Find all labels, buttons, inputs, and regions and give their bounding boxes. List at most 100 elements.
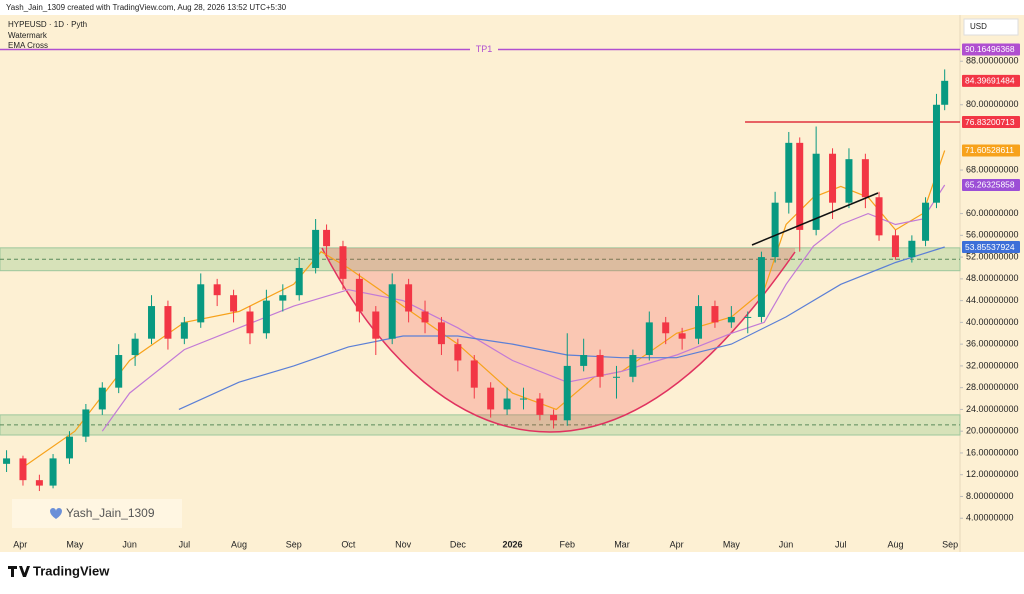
x-tick-label: Mar (614, 539, 630, 549)
candle-body (612, 376, 620, 378)
credit: Yash_Jain_1309 created with TradingView.… (6, 3, 287, 12)
price-label-box (962, 241, 1020, 254)
candle-body (98, 387, 106, 410)
candle-body (437, 322, 445, 345)
candle-body (771, 202, 779, 258)
candle-body (536, 398, 544, 415)
x-tick-label: Aug (887, 539, 903, 549)
candle-body (323, 229, 331, 247)
candle-body (519, 398, 527, 400)
candle-body (875, 197, 883, 236)
candle-body (49, 458, 57, 486)
price-label: 76.83200713 (965, 117, 1015, 127)
x-tick-label: May (723, 539, 741, 549)
candle-body (230, 295, 238, 312)
candle-body (785, 142, 793, 203)
candle-body (796, 142, 804, 230)
candle-body (35, 480, 43, 486)
y-tick-label: 32.00000000 (966, 360, 1019, 370)
y-tick-label: 88.00000000 (966, 56, 1019, 66)
candle-body (629, 355, 637, 377)
candle-body (3, 458, 11, 464)
x-tick-label: Jun (122, 539, 137, 549)
indicator: EMA Cross (8, 41, 48, 50)
x-tick-label: Jul (179, 539, 191, 549)
candle-body (295, 267, 303, 296)
currency-box[interactable] (963, 18, 1019, 36)
candle-body (65, 436, 73, 459)
x-tick-label: Sep (942, 539, 958, 549)
ema-line (101, 184, 946, 432)
brand: TradingView (33, 563, 110, 578)
candle-body (454, 344, 462, 361)
candle-body (213, 284, 221, 296)
candle-body (922, 202, 930, 241)
tp-label: TP1 (476, 44, 493, 54)
x-tick-label: Oct (341, 539, 356, 549)
y-tick-label: 56.00000000 (966, 230, 1019, 240)
trend-line (751, 192, 879, 246)
candle-body (845, 159, 853, 203)
chart-background (0, 15, 1024, 552)
y-tick-label: 44.00000000 (966, 295, 1019, 305)
cup-area (322, 248, 795, 432)
candle-body (312, 229, 320, 268)
candle-body (131, 338, 139, 356)
price-label: 90.16496368 (965, 44, 1015, 54)
y-tick-label: 4.00000000 (966, 513, 1014, 523)
candle-body (662, 322, 670, 334)
y-tick-label: 20.00000000 (966, 426, 1019, 436)
y-tick-label: 36.00000000 (966, 339, 1019, 349)
indicator: Watermark (8, 31, 48, 40)
watermark: Yash_Jain_1309 (66, 506, 155, 520)
candle-body (861, 159, 869, 198)
price-label-box (962, 178, 1020, 191)
candle-body (372, 311, 380, 339)
watermark-box (12, 499, 182, 528)
y-tick-label: 60.00000000 (966, 208, 1019, 218)
candle-body (645, 322, 653, 356)
x-tick-label: 2026 (503, 539, 523, 549)
candle-body (388, 284, 396, 339)
candle-body (262, 300, 270, 334)
candle-body (355, 278, 363, 312)
x-tick-label: Apr (670, 539, 684, 549)
price-label-box (962, 116, 1020, 129)
cup-curve (321, 247, 796, 433)
candle-body (678, 333, 686, 339)
x-tick-label: Feb (559, 539, 575, 549)
candle-body (19, 458, 27, 481)
candle-body (470, 360, 478, 388)
x-tick-label: Nov (395, 539, 412, 549)
candle-body (891, 235, 899, 258)
candle-body (487, 387, 495, 410)
y-tick-label: 48.00000000 (966, 273, 1019, 283)
candle-body (180, 322, 188, 339)
y-tick-label: 52.00000000 (966, 251, 1019, 261)
y-tick-label: 28.00000000 (966, 382, 1019, 392)
price-label-box (962, 43, 1020, 56)
candle-body (711, 306, 719, 323)
candle-body (279, 295, 287, 301)
y-tick-label: 12.00000000 (966, 469, 1019, 479)
candle-body (744, 316, 752, 318)
candle-body (82, 409, 90, 437)
price-label: 53.85537924 (965, 242, 1015, 252)
price-label: 71.60528611 (965, 145, 1014, 155)
y-tick-label: 80.00000000 (966, 99, 1019, 109)
candle-body (580, 355, 588, 366)
price-label: 65.26325858 (965, 180, 1015, 190)
candle-body (339, 246, 347, 279)
symbol: HYPEUSD · 1D · Pyth (8, 20, 87, 29)
candle-body (164, 306, 172, 339)
y-tick-label: 24.00000000 (966, 404, 1019, 414)
x-tick-label: Dec (450, 539, 467, 549)
ema-line (19, 150, 946, 470)
price-label-box (962, 144, 1020, 157)
candle-body (405, 284, 413, 312)
candle-body (829, 153, 837, 203)
candle-body (812, 153, 820, 230)
x-tick-label: Jul (835, 539, 847, 549)
